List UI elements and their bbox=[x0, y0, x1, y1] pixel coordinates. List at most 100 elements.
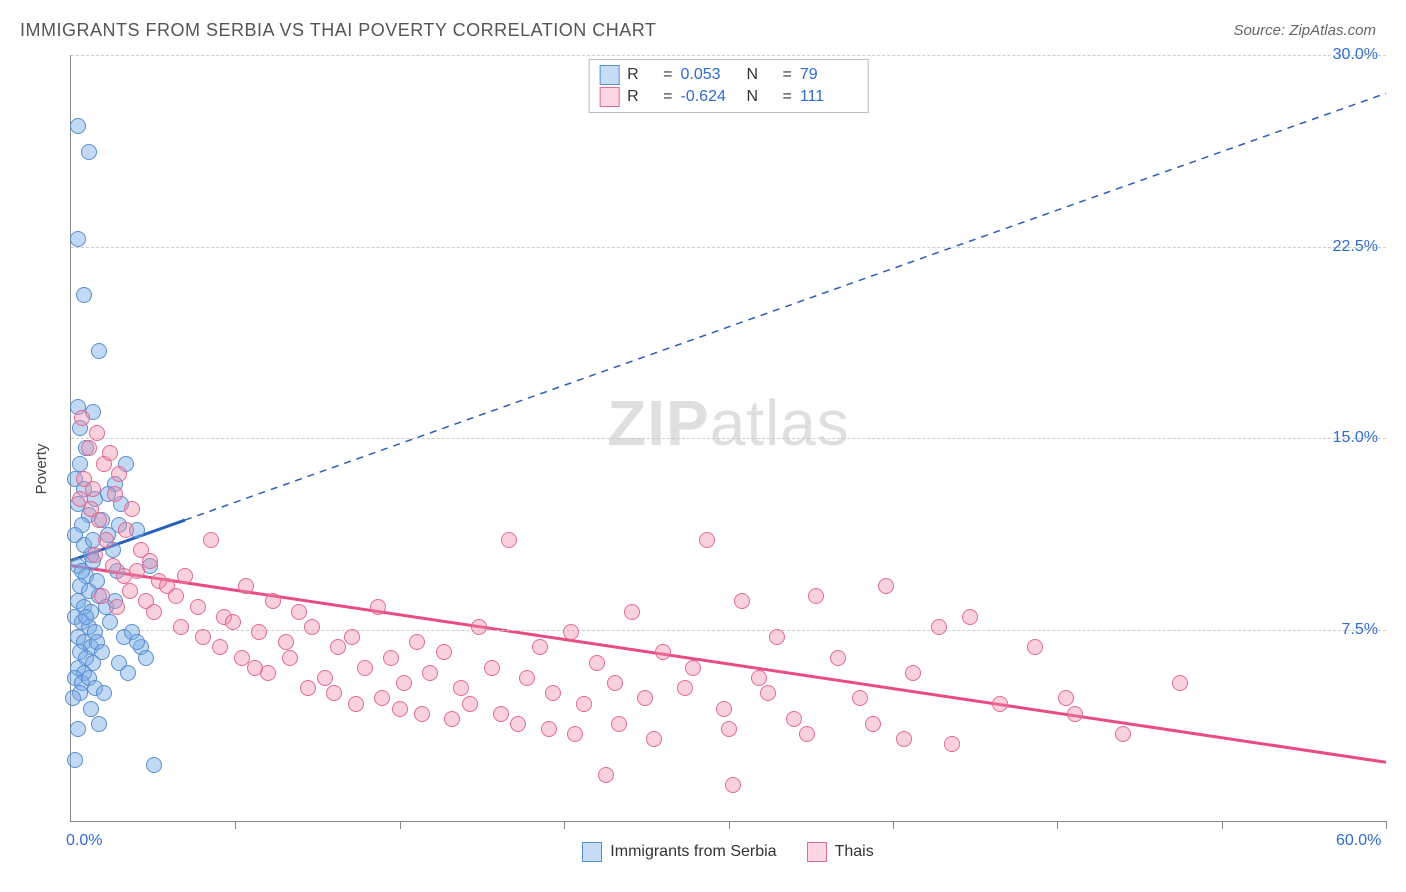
data-point bbox=[146, 757, 162, 773]
data-point bbox=[85, 481, 101, 497]
data-point bbox=[589, 655, 605, 671]
data-point bbox=[98, 532, 114, 548]
data-point bbox=[1067, 706, 1083, 722]
data-point bbox=[769, 629, 785, 645]
data-point bbox=[173, 619, 189, 635]
data-point bbox=[865, 716, 881, 732]
swatch-thais-icon bbox=[807, 842, 827, 862]
x-tick bbox=[1222, 821, 1223, 829]
data-point bbox=[129, 563, 145, 579]
data-point bbox=[304, 619, 320, 635]
data-point bbox=[251, 624, 267, 640]
data-point bbox=[624, 604, 640, 620]
data-point bbox=[83, 701, 99, 717]
data-point bbox=[1115, 726, 1131, 742]
data-point bbox=[129, 634, 145, 650]
data-point bbox=[721, 721, 737, 737]
data-point bbox=[471, 619, 487, 635]
data-point bbox=[510, 716, 526, 732]
data-point bbox=[278, 634, 294, 650]
data-point bbox=[905, 665, 921, 681]
data-point bbox=[168, 588, 184, 604]
data-point bbox=[396, 675, 412, 691]
data-point bbox=[81, 144, 97, 160]
data-point bbox=[878, 578, 894, 594]
data-point bbox=[611, 716, 627, 732]
data-point bbox=[409, 634, 425, 650]
data-point bbox=[317, 670, 333, 686]
data-point bbox=[567, 726, 583, 742]
data-point bbox=[177, 568, 193, 584]
data-point bbox=[383, 650, 399, 666]
data-point bbox=[414, 706, 430, 722]
data-point bbox=[944, 736, 960, 752]
legend: Immigrants from Serbia Thais bbox=[70, 842, 1386, 862]
data-point bbox=[541, 721, 557, 737]
data-point bbox=[142, 553, 158, 569]
data-point bbox=[1027, 639, 1043, 655]
x-tick bbox=[893, 821, 894, 829]
data-point bbox=[655, 644, 671, 660]
data-point bbox=[734, 593, 750, 609]
data-point bbox=[519, 670, 535, 686]
data-point bbox=[896, 731, 912, 747]
data-point bbox=[563, 624, 579, 640]
data-point bbox=[102, 445, 118, 461]
data-point bbox=[374, 690, 390, 706]
data-point bbox=[370, 599, 386, 615]
data-point bbox=[203, 532, 219, 548]
y-tick-label: 22.5% bbox=[1333, 238, 1378, 256]
data-point bbox=[493, 706, 509, 722]
data-point bbox=[124, 501, 140, 517]
data-point bbox=[67, 752, 83, 768]
data-point bbox=[65, 690, 81, 706]
data-point bbox=[852, 690, 868, 706]
gridline bbox=[71, 55, 1386, 56]
data-point bbox=[282, 650, 298, 666]
legend-item-thais: Thais bbox=[807, 842, 874, 862]
data-point bbox=[931, 619, 947, 635]
data-point bbox=[74, 410, 90, 426]
data-point bbox=[89, 573, 105, 589]
data-point bbox=[78, 609, 94, 625]
data-point bbox=[138, 650, 154, 666]
data-point bbox=[89, 425, 105, 441]
x-tick bbox=[1057, 821, 1058, 829]
data-point bbox=[462, 696, 478, 712]
data-point bbox=[436, 644, 452, 660]
data-point bbox=[799, 726, 815, 742]
data-point bbox=[330, 639, 346, 655]
data-point bbox=[646, 731, 662, 747]
data-point bbox=[291, 604, 307, 620]
data-point bbox=[260, 665, 276, 681]
data-point bbox=[392, 701, 408, 717]
data-point bbox=[699, 532, 715, 548]
x-tick bbox=[729, 821, 730, 829]
data-point bbox=[190, 599, 206, 615]
data-point bbox=[576, 696, 592, 712]
data-point bbox=[348, 696, 364, 712]
gridline bbox=[71, 247, 1386, 248]
data-point bbox=[87, 547, 103, 563]
data-point bbox=[1058, 690, 1074, 706]
data-point bbox=[760, 685, 776, 701]
legend-item-serbia: Immigrants from Serbia bbox=[582, 842, 776, 862]
data-point bbox=[70, 231, 86, 247]
data-point bbox=[677, 680, 693, 696]
data-point bbox=[238, 578, 254, 594]
chart-title: IMMIGRANTS FROM SERBIA VS THAI POVERTY C… bbox=[20, 20, 656, 41]
chart-container: Poverty ZIPatlas R = 0.053 N = 79 R = -0… bbox=[20, 55, 1386, 882]
data-point bbox=[109, 599, 125, 615]
data-point bbox=[94, 644, 110, 660]
data-point bbox=[344, 629, 360, 645]
gridline bbox=[71, 438, 1386, 439]
gridline bbox=[71, 630, 1386, 631]
data-point bbox=[532, 639, 548, 655]
data-point bbox=[107, 486, 123, 502]
data-point bbox=[120, 665, 136, 681]
plot-area: ZIPatlas R = 0.053 N = 79 R = -0.624 N =… bbox=[70, 55, 1386, 822]
data-point bbox=[422, 665, 438, 681]
data-point bbox=[501, 532, 517, 548]
data-point bbox=[96, 685, 112, 701]
y-tick-label: 7.5% bbox=[1342, 621, 1378, 639]
